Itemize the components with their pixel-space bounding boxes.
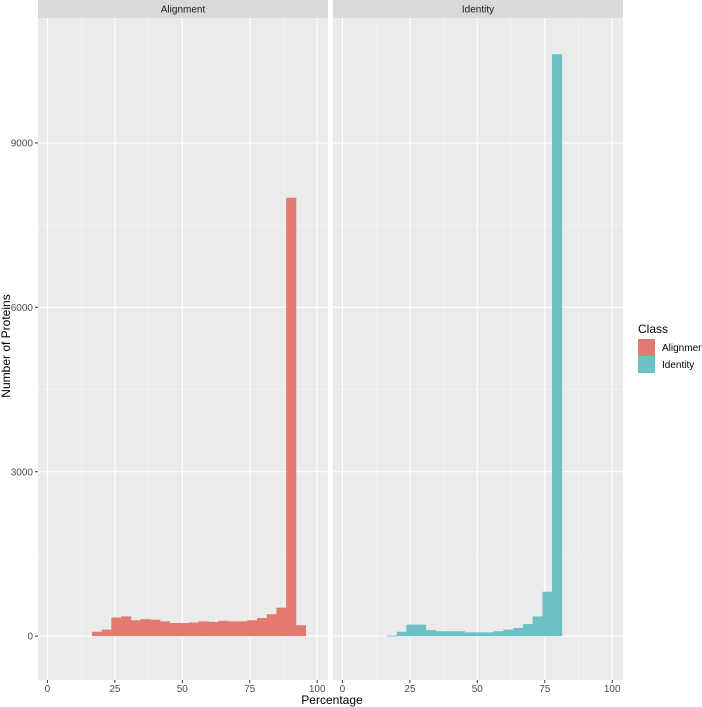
x-tick-label: 0 — [45, 684, 51, 695]
histogram-bar — [179, 623, 190, 637]
histogram-bar — [435, 631, 446, 637]
y-axis-title: Number of Proteins — [0, 294, 13, 397]
y-tick-label: 9000 — [11, 138, 34, 149]
histogram-bar — [386, 635, 398, 637]
histogram-bar — [257, 618, 268, 637]
x-tick-label: 50 — [177, 684, 189, 695]
histogram-bar — [513, 627, 524, 637]
x-tick-label: 75 — [244, 684, 256, 695]
x-tick-label: 25 — [109, 684, 121, 695]
histogram-bar — [484, 632, 495, 637]
histogram-bar — [169, 623, 180, 637]
histogram-bar — [276, 607, 287, 637]
facet-strip — [38, 0, 328, 18]
legend-entry-identity: Identity — [638, 356, 694, 373]
facet-strip — [333, 0, 623, 18]
histogram-bar — [532, 616, 543, 637]
x-tick-label: 75 — [539, 684, 551, 695]
histogram-bar — [140, 619, 151, 637]
histogram-bar — [552, 54, 563, 637]
facet-panel-identity: Identity 0 25 50 75 100 — [333, 0, 623, 695]
facet-panel-alignment: Alignment 0 25 50 75 100 0 3000 6000 9000 — [11, 0, 328, 695]
histogram-bar — [91, 631, 103, 637]
histogram-bar — [396, 631, 407, 637]
legend-key-swatch — [638, 356, 655, 373]
legend-entry-alignment: Alignment — [638, 339, 702, 356]
panel-background — [333, 18, 623, 680]
histogram-bar — [208, 621, 219, 637]
histogram-bar — [101, 629, 112, 637]
x-tick-label: 25 — [404, 684, 416, 695]
histogram-bar — [227, 621, 239, 637]
histogram-bar — [406, 624, 417, 637]
histogram-bar — [198, 621, 209, 637]
legend-title: Class — [638, 322, 668, 336]
y-tick-label: 0 — [27, 632, 33, 643]
y-tick-label: 3000 — [11, 467, 34, 478]
facet-strip-label: Alignment — [161, 5, 206, 16]
histogram-bar — [454, 631, 466, 637]
facet-strip-label: Identity — [462, 5, 494, 16]
legend-entries: Alignment Identity — [638, 339, 702, 373]
histogram-bar — [445, 631, 456, 637]
x-axis-title: Percentage — [301, 693, 363, 707]
histogram-bar — [121, 616, 132, 637]
histogram-bar — [266, 614, 277, 637]
histogram-bar — [464, 632, 475, 637]
histogram-bar — [130, 620, 141, 637]
histogram-bar — [416, 624, 427, 637]
panel-background — [38, 18, 328, 680]
legend-key-swatch — [638, 339, 655, 356]
x-tick-label: 50 — [472, 684, 484, 695]
legend-entry-label: Identity — [662, 360, 694, 371]
histogram-bar — [542, 591, 553, 637]
histogram-bar — [503, 629, 514, 637]
histogram-bar — [150, 619, 161, 637]
histogram-bar — [286, 197, 297, 637]
panels-layer: Alignment 0 25 50 75 100 0 3000 6000 9000 Identity… — [11, 0, 623, 695]
y-tick-label: 6000 — [11, 303, 34, 314]
histogram-bar — [159, 621, 171, 637]
histogram-bar — [218, 620, 229, 637]
histogram-bar — [295, 625, 307, 637]
histogram-bar — [425, 630, 436, 637]
histogram-bar — [474, 632, 485, 637]
x-tick-label: 0 — [340, 684, 346, 695]
histogram-bar — [237, 621, 248, 637]
histogram-bar — [189, 622, 200, 637]
histogram-bar — [111, 617, 122, 637]
histogram-bar — [493, 631, 504, 637]
histogram-bar — [522, 624, 534, 637]
histogram-bar — [247, 620, 258, 637]
x-tick-label: 100 — [309, 684, 326, 695]
legend: Class Alignment Identity — [638, 322, 702, 373]
legend-entry-label: Alignment — [662, 343, 702, 354]
x-tick-label: 100 — [604, 684, 621, 695]
